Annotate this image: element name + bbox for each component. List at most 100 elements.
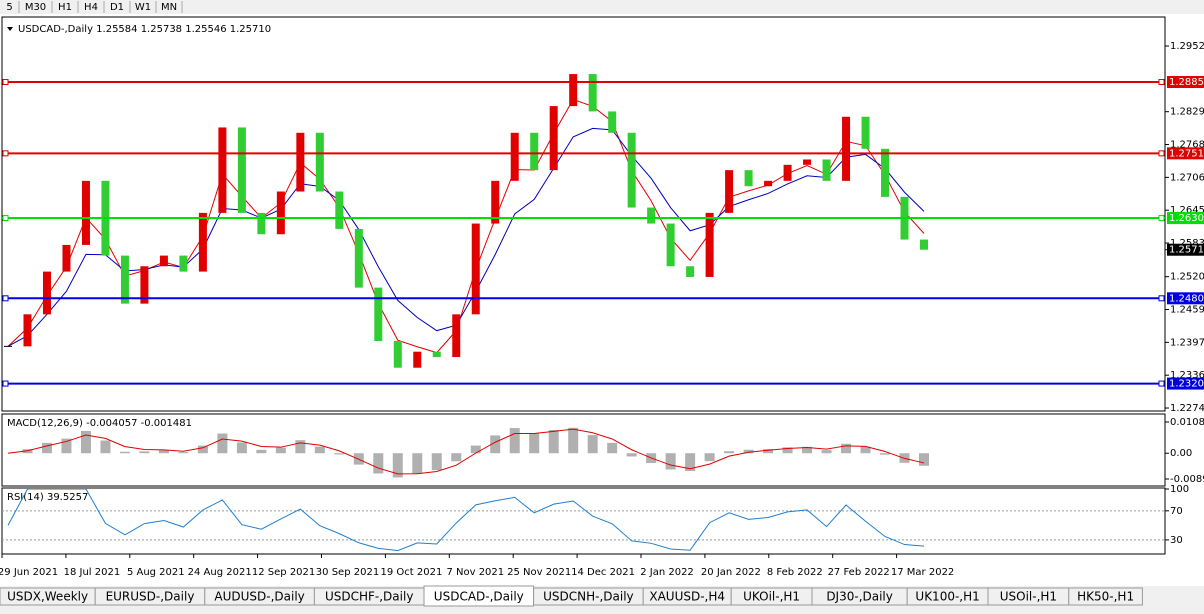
y-tick-label: 1.27065	[1170, 172, 1204, 183]
tab-label[interactable]: USDCAD-,Daily	[434, 590, 524, 604]
macd-bar	[373, 453, 384, 474]
tab-label[interactable]: DJ30-,Daily	[826, 590, 893, 604]
x-tick-label: 30 Sep 2021	[316, 567, 379, 578]
y-tick-label: 1.29525	[1170, 41, 1204, 52]
candle	[530, 132, 539, 171]
y-tick-label: 1.25205	[1170, 272, 1204, 283]
candle	[822, 159, 831, 181]
level-label-box	[1167, 76, 1204, 89]
chart-title: USDCAD-,Daily 1.25584 1.25738 1.25546 1.…	[18, 24, 271, 35]
macd-bar	[841, 443, 852, 454]
level-label: 1.23203	[1169, 379, 1204, 390]
candle	[647, 207, 656, 224]
tab-label[interactable]: HK50-,H1	[1077, 590, 1134, 604]
macd-title: MACD(12,26,9) -0.004057 -0.001481	[7, 418, 192, 429]
current-price-box	[1167, 243, 1204, 256]
macd-bar	[139, 451, 150, 454]
macd-bar	[529, 433, 540, 454]
candle	[42, 271, 51, 315]
y-tick-label: 30	[1170, 535, 1183, 546]
level-handle	[1158, 215, 1165, 222]
candle	[140, 266, 149, 304]
x-tick-label: 14 Dec 2021	[571, 567, 635, 578]
candle	[842, 116, 851, 181]
tab-label[interactable]: USDX,Weekly	[7, 590, 88, 604]
x-tick-label: 29 Jun 2021	[0, 567, 58, 578]
y-tick-label: 0.010869	[1170, 417, 1204, 428]
timeframe-button[interactable]: H4	[84, 2, 98, 13]
macd-bar	[665, 453, 676, 470]
current-price-label: 1.25710	[1169, 245, 1204, 256]
macd-bar	[587, 435, 598, 454]
candle	[881, 148, 890, 197]
moving-average	[7, 98, 925, 354]
moving-average	[7, 127, 925, 347]
macd-bar	[568, 427, 579, 454]
tab-label[interactable]: USDCNH-,Daily	[543, 590, 634, 604]
tab-label[interactable]: UKOil-,H1	[743, 590, 800, 604]
candle	[296, 132, 305, 192]
timeframe-button[interactable]: D1	[110, 2, 124, 13]
candle	[627, 132, 636, 208]
macd-bar	[880, 453, 891, 455]
macd-bar	[412, 453, 423, 474]
timeframe-button[interactable]: MN	[161, 2, 177, 13]
rsi-title: RSI(14) 39.5257	[7, 492, 88, 503]
tab-label[interactable]: USDCHF-,Daily	[325, 590, 413, 604]
level-handle	[2, 380, 9, 387]
level-label-box	[1167, 147, 1204, 160]
y-tick-label: 1.24590	[1170, 305, 1204, 316]
tab-label[interactable]: EURUSD-,Daily	[106, 590, 195, 604]
macd-bar	[802, 446, 813, 454]
timeframe-button[interactable]: H1	[58, 2, 72, 13]
tab-label[interactable]: XAUUSD-,H4	[649, 590, 725, 604]
macd-bar	[821, 450, 832, 454]
candle	[491, 180, 500, 224]
x-tick-label: 20 Jan 2022	[701, 567, 761, 578]
tab-label[interactable]: AUDUSD-,Daily	[214, 590, 304, 604]
tab[interactable]	[1068, 587, 1143, 606]
level-handle	[1158, 150, 1165, 157]
macd-signal	[7, 428, 925, 475]
candle	[471, 223, 480, 315]
candle	[237, 127, 246, 213]
macd-bar	[41, 442, 52, 454]
candle	[608, 111, 617, 133]
candle	[725, 170, 734, 213]
macd-bar	[704, 453, 715, 462]
candle	[920, 239, 928, 250]
x-tick-label: 25 Nov 2021	[507, 567, 571, 578]
candle	[276, 191, 285, 235]
macd-bar	[607, 442, 618, 454]
timeframe-button[interactable]: W1	[135, 2, 151, 13]
y-tick-label: 1.23360	[1170, 370, 1204, 381]
level-label: 1.26303	[1169, 213, 1204, 224]
level-handle	[2, 79, 9, 86]
level-label: 1.24800	[1169, 293, 1204, 304]
macd-bar	[685, 453, 696, 472]
candle	[569, 74, 578, 107]
level-label-box	[1167, 292, 1204, 305]
candle	[413, 351, 422, 368]
level-handle	[2, 215, 9, 222]
timeframe-button[interactable]: 5	[6, 2, 12, 13]
x-tick-label: 19 Oct 2021	[380, 567, 442, 578]
x-tick-label: 27 Feb 2022	[828, 567, 890, 578]
candle	[81, 180, 90, 245]
macd-bar	[392, 453, 403, 478]
timeframe-button[interactable]: M30	[25, 2, 46, 13]
x-tick-label: 2 Jan 2022	[640, 567, 694, 578]
macd-bar	[119, 451, 130, 454]
tab-label[interactable]: USOil-,H1	[1000, 590, 1057, 604]
main-pane	[1, 16, 1166, 412]
candle	[374, 287, 383, 342]
tab-label[interactable]: UK100-,H1	[915, 590, 979, 604]
y-tick-label: 1.22745	[1170, 403, 1204, 414]
x-tick-label: 24 Aug 2021	[188, 567, 252, 578]
toolbar	[0, 0, 1204, 14]
candle	[218, 127, 227, 213]
macd-bar	[743, 449, 754, 454]
level-handle	[1158, 295, 1165, 302]
candle	[764, 180, 773, 187]
